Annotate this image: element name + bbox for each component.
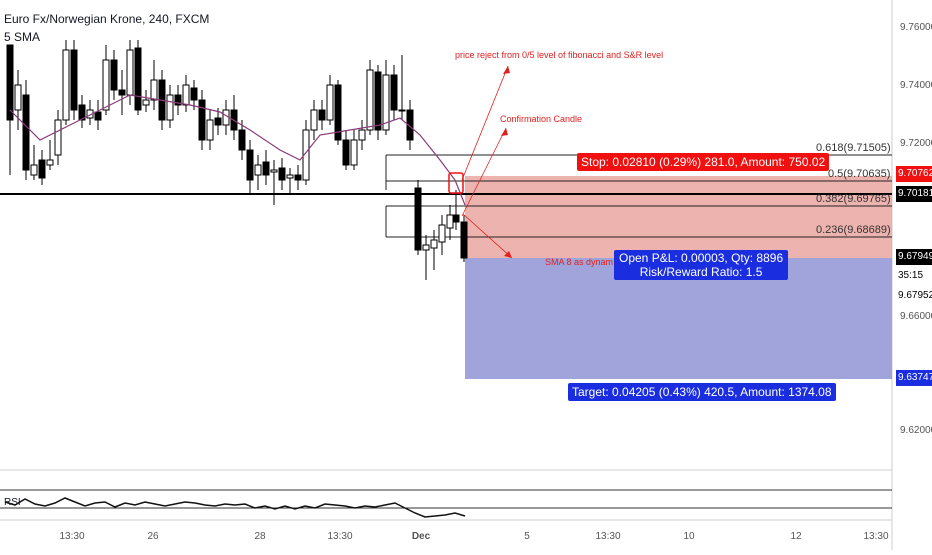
fib-label: 0.382(9.69765) [816,193,891,205]
fib-label: 0.618(9.71505) [816,142,891,154]
reject-annotation[interactable]: price reject from 0/5 level of fibonacci… [455,50,664,60]
x-tick: 13:30 [59,531,85,542]
target-price-tag: 9.63747 [896,370,932,386]
y-tick: 9.76000 [900,22,932,33]
sma-annotation[interactable]: SMA 8 as dynam [545,257,614,267]
y-tick: 9.66000 [900,311,932,322]
x-tick: 26 [147,531,159,542]
reject-arrow [461,65,509,181]
countdown-tag: 35:15 [896,268,932,284]
x-tick: 28 [254,531,266,542]
x-tick: 13:30 [863,531,889,542]
x-tick: 10 [683,531,695,542]
x-tick: 12 [790,531,802,542]
reject-arrowhead [503,66,510,74]
sma-indicator-label[interactable]: 5 SMA [4,30,41,44]
line-price-tag: 9.70181 [896,186,932,202]
confirm-arrow [461,127,507,217]
x-tick: 13:30 [595,531,621,542]
chart-title: Euro Fx/Norwegian Krone, 240, FXCM [4,12,210,26]
stop-info-box[interactable]: Stop: 0.02810 (0.29%) 281.0, Amount: 750… [577,153,830,171]
y-tick: 9.72000 [900,138,932,149]
x-tick: Dec [411,531,431,542]
confirm-arrowhead [501,128,508,136]
candles [6,40,468,280]
pnl-line: Open P&L: 0.00003, Qty: 8896 [619,251,784,265]
y-tick: 9.62000 [900,425,932,436]
rsi-label[interactable]: RSI [4,497,21,508]
confirm-annotation[interactable]: Confirmation Candle [500,114,583,124]
risk-reward-line: Risk/Reward Ratio: 1.5 [639,265,763,279]
sma-arrow [462,213,513,259]
stop-zone [465,176,892,258]
x-tick: 13:30 [327,531,353,542]
entry-price-tag: 9.67952 [896,288,932,304]
stop-price-tag: 9.70762 [896,166,932,182]
fib-label: 0.5(9.70635) [828,168,891,180]
rsi-line [4,497,466,518]
fib-label: 0.236(9.68689) [816,224,891,236]
x-tick: 5 [524,531,530,542]
current-price-tag: 9.67949 [896,249,932,265]
target-info-box[interactable]: Target: 0.04205 (0.43%) 420.5, Amount: 1… [568,383,836,401]
y-tick: 9.74000 [900,80,932,91]
rejection-highlight [448,172,464,194]
sma-line [9,94,466,206]
pnl-info-box[interactable]: Open P&L: 0.00003, Qty: 8896 Risk/Reward… [614,250,789,280]
sma-arrowhead [504,251,512,258]
